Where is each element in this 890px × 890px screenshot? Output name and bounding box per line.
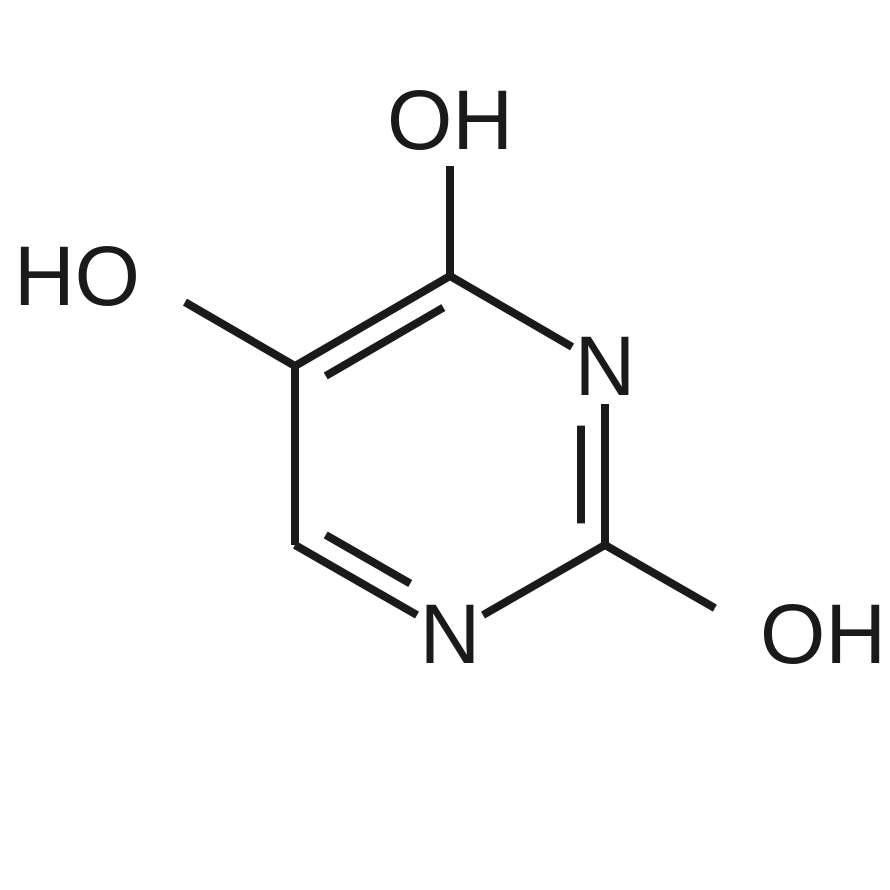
molecule-diagram: N N OH OH HO: [0, 0, 890, 890]
atom-label-n3: N: [420, 587, 481, 681]
atom-label-o2: OH: [760, 587, 886, 681]
atom-label-o5: HO: [14, 229, 140, 323]
atom-label-n1: N: [575, 319, 636, 413]
atom-label-o4: OH: [387, 73, 513, 167]
